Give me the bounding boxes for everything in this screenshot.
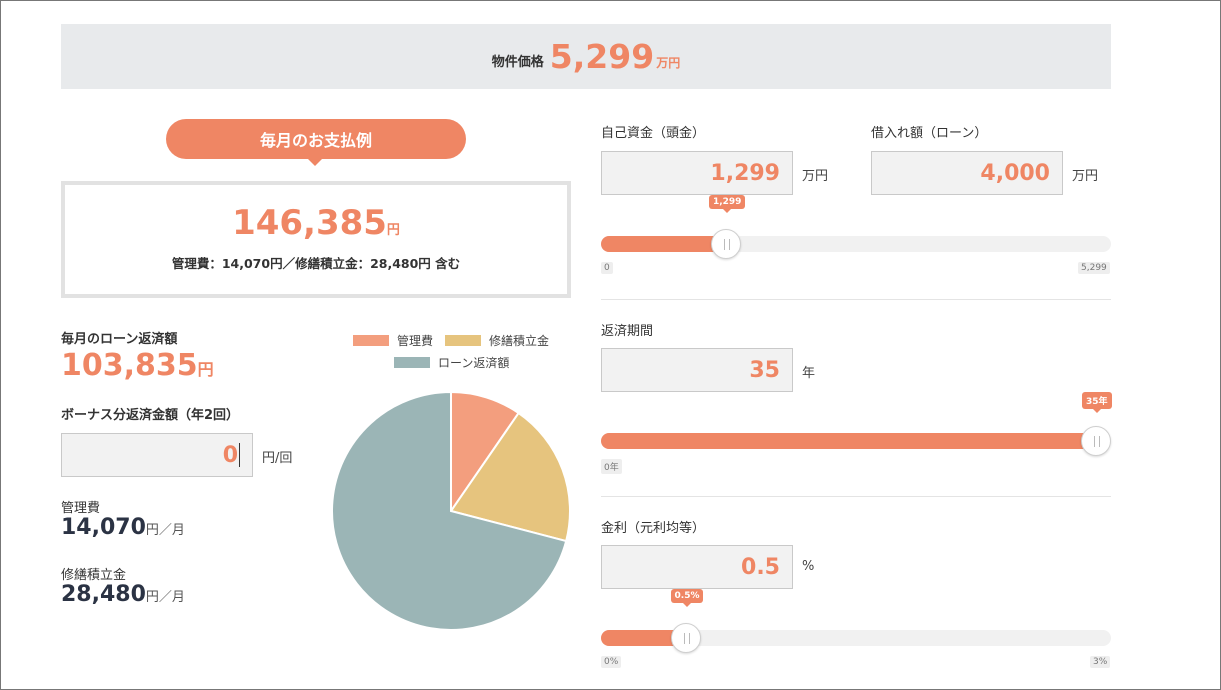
monthly-total-value: 146,385 bbox=[232, 203, 387, 243]
term-slider[interactable]: 35年 bbox=[601, 392, 1112, 456]
slider-value-tip: 35年 bbox=[1082, 392, 1112, 413]
legend-swatch bbox=[445, 335, 481, 346]
bonus-label: ボーナス分返済金額（年2回） bbox=[61, 408, 240, 423]
downpayment-label: 自己資金（頭金） bbox=[601, 126, 706, 141]
legend-label: 修繕積立金 bbox=[489, 334, 550, 348]
loan-value: 103,835 bbox=[61, 348, 198, 383]
bonus-value: 0 bbox=[222, 442, 238, 468]
legend-item-repair: 修繕積立金 bbox=[445, 332, 549, 349]
divider bbox=[601, 496, 1111, 497]
slider-min-label: 0% bbox=[601, 656, 622, 668]
downpayment-slider[interactable]: 1,299 bbox=[601, 195, 1111, 259]
downpayment-input[interactable]: 1,299 bbox=[601, 151, 793, 195]
rate-input[interactable]: 0.5 bbox=[601, 545, 793, 589]
loan-amount: 103,835円 bbox=[61, 348, 214, 383]
term-unit: 年 bbox=[802, 366, 816, 381]
legend-swatch bbox=[394, 357, 430, 368]
slider-fill bbox=[601, 630, 687, 646]
borrow-input[interactable]: 4,000 bbox=[871, 151, 1063, 195]
management-unit: 円／月 bbox=[145, 523, 185, 538]
repair-label: 修繕積立金 bbox=[61, 568, 127, 583]
price-label: 物件価格 bbox=[491, 55, 544, 70]
slider-max-label: 5,299 bbox=[1078, 262, 1110, 274]
management-label: 管理費 bbox=[61, 501, 101, 516]
text-caret bbox=[239, 443, 240, 467]
monthly-total-unit: 円 bbox=[386, 223, 400, 238]
repair-value: 28,480 bbox=[61, 582, 146, 607]
downpayment-unit: 万円 bbox=[802, 169, 829, 184]
bonus-unit: 円/回 bbox=[262, 451, 293, 466]
legend-label: ローン返済額 bbox=[438, 356, 510, 370]
management-amount: 14,070円／月 bbox=[61, 515, 185, 540]
price-unit: 万円 bbox=[656, 56, 681, 70]
borrow-label: 借入れ額（ローン） bbox=[871, 126, 988, 141]
payment-pie-chart bbox=[331, 390, 571, 631]
slider-min-label: 0 bbox=[601, 262, 613, 274]
slider-fill bbox=[601, 236, 726, 252]
pie-slice-loan bbox=[331, 390, 568, 631]
repair-unit: 円／月 bbox=[145, 590, 185, 605]
legend-item-management: 管理費 bbox=[353, 332, 433, 349]
slider-fill bbox=[601, 433, 1096, 449]
monthly-payment-pill: 毎月のお支払例 bbox=[166, 119, 466, 159]
management-value: 14,070 bbox=[61, 515, 146, 540]
repair-amount: 28,480円／月 bbox=[61, 582, 185, 607]
price-banner: 物件価格 5,299 万円 bbox=[61, 24, 1111, 89]
legend-swatch bbox=[353, 335, 389, 346]
slider-max-label: 3% bbox=[1090, 656, 1111, 668]
price-value: 5,299 bbox=[549, 37, 655, 76]
slider-value-tip: 0.5% bbox=[670, 589, 704, 607]
term-label: 返済期間 bbox=[601, 324, 654, 339]
bonus-input[interactable]: 0 bbox=[61, 433, 253, 477]
legend-item-loan: ローン返済額 bbox=[394, 354, 509, 371]
term-input[interactable]: 35 bbox=[601, 348, 793, 392]
monthly-total-box: 146,385円 管理費：14,070円／修繕積立金：28,480円 含む bbox=[61, 181, 571, 298]
pie-slice-repair bbox=[449, 411, 571, 543]
pill-pointer bbox=[307, 158, 323, 166]
divider bbox=[601, 299, 1111, 300]
legend-label: 管理費 bbox=[397, 334, 434, 348]
loan-label: 毎月のローン返済額 bbox=[61, 332, 178, 347]
loan-unit: 円 bbox=[197, 360, 214, 379]
borrow-unit: 万円 bbox=[1072, 169, 1099, 184]
rate-unit: % bbox=[802, 559, 815, 574]
slider-handle[interactable]: 35年 bbox=[1081, 392, 1112, 456]
slider-value-tip: 1,299 bbox=[708, 195, 746, 213]
slider-handle[interactable]: 0.5% bbox=[670, 589, 704, 653]
rate-slider[interactable]: 0.5% bbox=[601, 589, 1111, 653]
rate-label: 金利（元利均等） bbox=[601, 521, 706, 536]
slider-min-label: 0年 bbox=[601, 459, 622, 474]
monthly-total-note: 管理費：14,070円／修繕積立金：28,480円 含む bbox=[171, 256, 461, 271]
slider-handle[interactable]: 1,299 bbox=[708, 195, 746, 259]
